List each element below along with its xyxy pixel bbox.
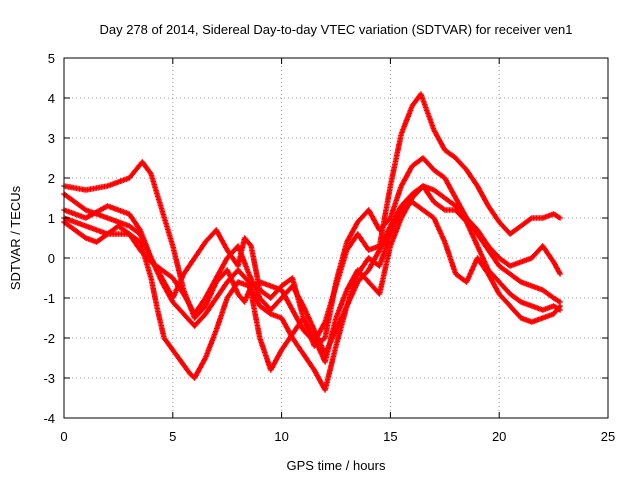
x-axis-label: GPS time / hours [287, 458, 386, 473]
y-tick-label: -3 [43, 371, 55, 386]
chart-title: Day 278 of 2014, Sidereal Day-to-day VTE… [99, 22, 572, 37]
series-s5 [61, 199, 563, 357]
y-tick-label: -2 [43, 331, 55, 346]
y-tick-labels: -4 -3 -2 -1 0 1 2 3 4 5 [43, 51, 55, 426]
series-s3 [61, 183, 563, 393]
x-tick-labels: 0 5 10 15 20 25 [60, 429, 615, 444]
y-tick-label: 3 [48, 131, 55, 146]
y-tick-label: 4 [48, 91, 55, 106]
data-point-marker [556, 304, 562, 310]
data-point-marker [557, 271, 563, 277]
y-tick-label: -1 [43, 291, 55, 306]
y-axis-label: SDTVAR / TECUs [8, 185, 23, 290]
axis-ticks [63, 57, 609, 419]
x-tick-label: 25 [601, 429, 615, 444]
x-tick-label: 20 [492, 429, 506, 444]
y-tick-label: 5 [48, 51, 55, 66]
y-tick-label: 0 [48, 251, 55, 266]
data-point-marker [557, 215, 563, 221]
y-tick-label: 2 [48, 171, 55, 186]
data-point-marker [247, 242, 253, 248]
x-tick-label: 15 [383, 429, 397, 444]
data-point-marker [557, 303, 563, 309]
y-tick-label: -4 [43, 411, 55, 426]
x-tick-label: 5 [169, 429, 176, 444]
y-tick-label: 1 [48, 211, 55, 226]
x-tick-label: 0 [60, 429, 67, 444]
plot-frame [63, 57, 609, 419]
data-series [61, 91, 563, 393]
data-point-marker [527, 216, 534, 222]
x-tick-label: 10 [274, 429, 288, 444]
data-point-marker [440, 206, 447, 212]
